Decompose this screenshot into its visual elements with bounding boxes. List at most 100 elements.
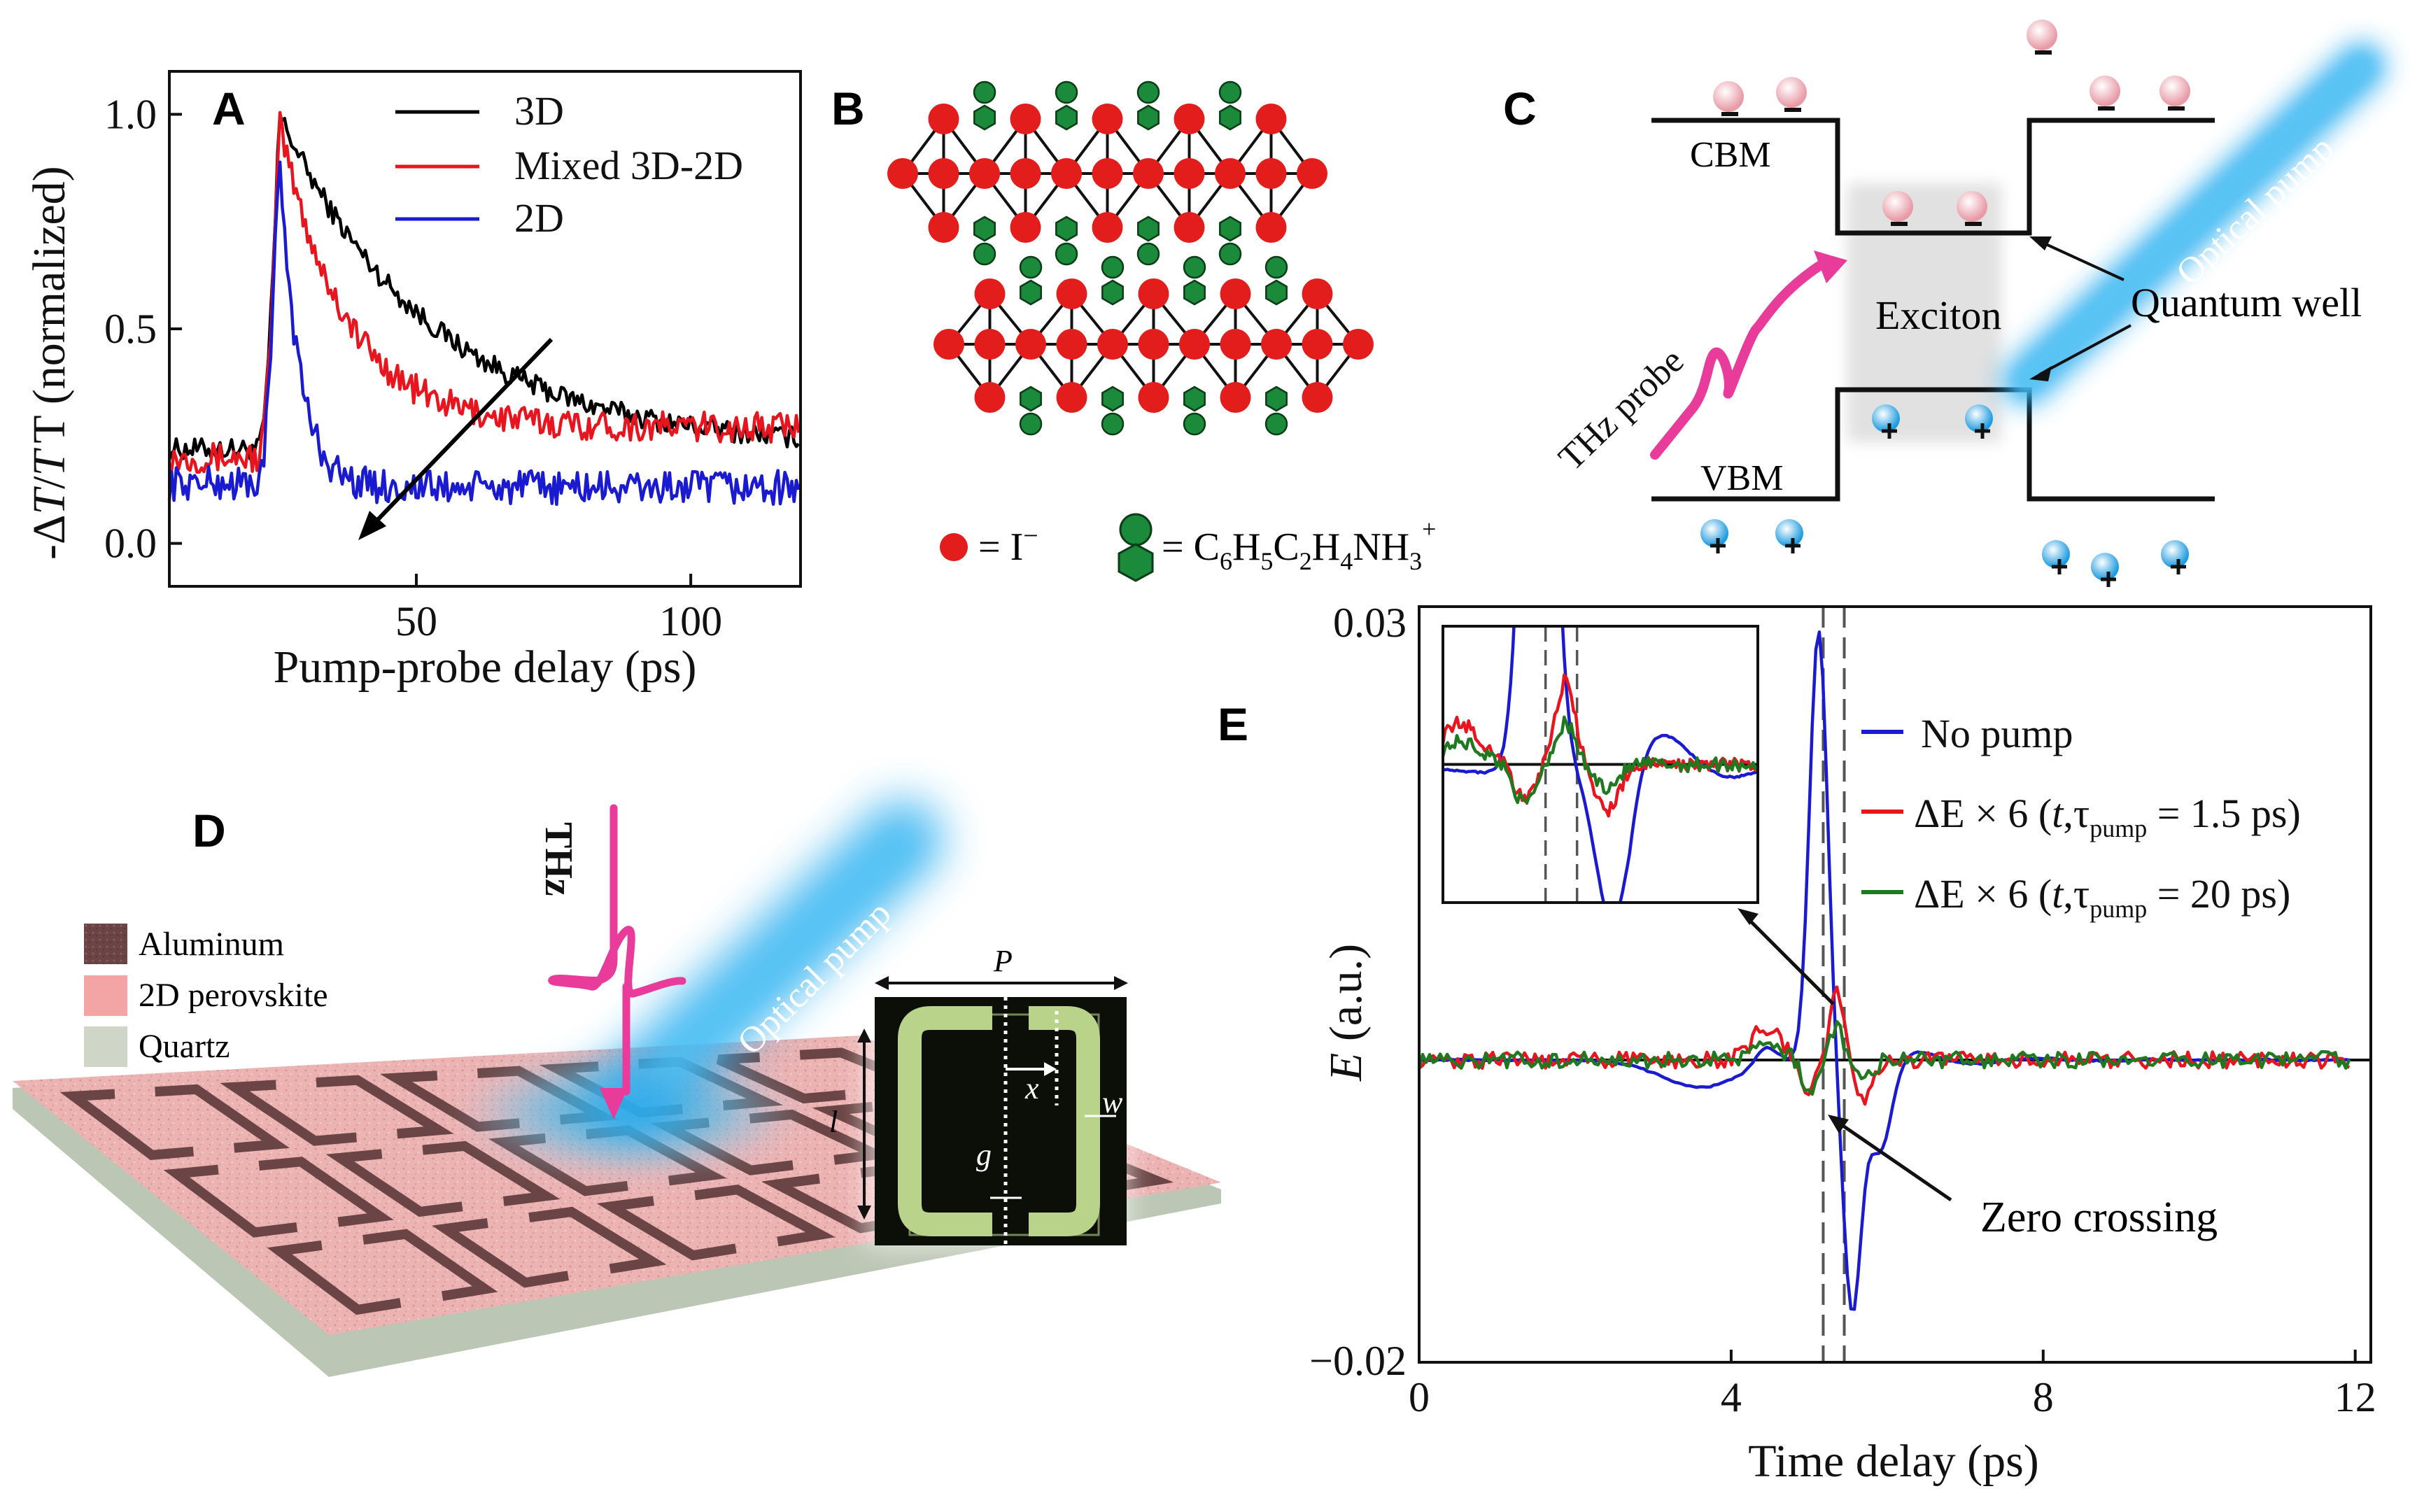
iodide-atom (1179, 329, 1210, 360)
legend-mixed: Mixed 3D-2D (514, 143, 743, 188)
cation-ring (973, 104, 996, 131)
cation-head (1101, 255, 1125, 279)
iodide-atom (1215, 158, 1246, 189)
thz-probe-label: THz probe (1551, 341, 1692, 478)
cation-head (1055, 80, 1078, 104)
iodide-atom (1255, 158, 1287, 189)
cation-ring (973, 216, 996, 242)
zero-crossing-label: Zero crossing (1980, 1194, 2218, 1241)
hole-icon (1775, 519, 1803, 547)
iodide-atom (969, 158, 1000, 189)
iodide-atom (974, 382, 1006, 413)
panel-label-d: D (192, 805, 226, 856)
split-ring-resonator (220, 1080, 357, 1146)
chart-a-xtick-label: 100 (659, 598, 722, 644)
hole-icon (2042, 540, 2070, 568)
split-ring-resonator (316, 1075, 454, 1139)
cation-ring (1101, 279, 1124, 306)
conduction-band-edge (1651, 118, 2215, 236)
inset-series-20ps (1444, 715, 1756, 805)
chart-e-frame (1418, 605, 2372, 1364)
legend-3d: 3D (514, 88, 564, 134)
iodide-atom (1138, 329, 1169, 360)
legend-swatch-aluminum (84, 924, 127, 964)
ytick-top: 0.03 (1333, 600, 1407, 646)
iodide-atom (928, 104, 959, 134)
cation-head (1136, 242, 1160, 266)
cation-ring (1137, 216, 1160, 242)
exciton-label: Exciton (1875, 292, 2001, 338)
cation-ring (1265, 279, 1288, 306)
unit-cell-micrograph: x g w (864, 983, 1130, 1252)
legend-2d: 2D (514, 195, 564, 241)
valence-band-edge (1651, 387, 2215, 502)
chart-a: 50 100 0.0 0.5 1.0 (104, 91, 801, 644)
thz-pulse-arrow (548, 804, 686, 1119)
cation-ring (1020, 279, 1042, 306)
cation-head (1101, 412, 1125, 436)
cation-head (973, 80, 996, 104)
chart-a-xlabel: Pump-probe delay (ps) (274, 642, 697, 693)
iodide-legend: = I− (978, 521, 1038, 569)
cation-head (1218, 242, 1242, 266)
quantum-well-label: Quantum well (2131, 280, 2362, 325)
split-ring-resonator (325, 1149, 463, 1217)
cation-ring (1183, 386, 1206, 412)
panel-c: C CBM VBM Exciton Optical pump Quantum w… (1503, 20, 2386, 587)
carriers (1700, 20, 2190, 587)
panel-label-b: B (831, 83, 865, 134)
iodide-atom (1056, 382, 1087, 413)
cation-head (1264, 412, 1288, 436)
iodide-atom (1302, 278, 1333, 309)
iodide-atom (974, 329, 1006, 360)
cation-ring (1055, 104, 1078, 131)
chart-a-frame (168, 70, 802, 588)
split-ring-resonator (528, 1206, 667, 1274)
panel-label-e: E (1218, 698, 1248, 750)
chart-a-ytick-label: 0.5 (104, 306, 157, 352)
iodide-atom (1220, 278, 1251, 309)
iodide-atom (1092, 104, 1123, 134)
panel-label-c: C (1503, 83, 1537, 134)
split-ring-resonator (362, 1229, 498, 1301)
hole-icon (2161, 540, 2189, 568)
iodide-atom (1174, 212, 1205, 243)
iodide-atom (928, 158, 959, 189)
chart-a-ylabel: -ΔT/TT (normalized) (24, 166, 75, 560)
dim-p: P (993, 944, 1013, 978)
cation-head (1019, 412, 1043, 436)
trend-arrow (367, 337, 554, 530)
dim-g: g (976, 1138, 992, 1172)
zero-crossing-arrow (1835, 1119, 1952, 1202)
cation-head (973, 242, 996, 266)
panel-b: B = I− = C6H5C2H4NH3+ (831, 80, 1436, 582)
chart-e-ylabel: E (a.u.) (1320, 944, 1372, 1082)
cation-ring (1020, 386, 1042, 412)
cation-head (1019, 255, 1043, 279)
iodide-atom (1261, 329, 1292, 360)
legend-perovskite: 2D perovskite (139, 977, 328, 1014)
ytick-bottom: −0.02 (1309, 1338, 1407, 1384)
iodide-atom (1302, 382, 1333, 413)
chart-e-xtick-label: 12 (2334, 1374, 2376, 1420)
chart-e-series-1p5ps (1418, 985, 2351, 1106)
perovskite-layer-top (887, 80, 1327, 266)
cation-icon (1118, 513, 1154, 582)
iodide-atom (1220, 329, 1251, 360)
trend-arrowhead (358, 511, 386, 540)
qw-arrow-bottom (2039, 324, 2131, 376)
split-ring-resonator (59, 1089, 194, 1161)
cbm-label: CBM (1690, 135, 1771, 175)
electron-icon (1776, 77, 1807, 108)
iodide-atom (1138, 278, 1169, 309)
dim-l: l (829, 1105, 838, 1139)
electron-icon (1713, 81, 1744, 112)
chart-a-ytick-label: 1.0 (104, 91, 157, 137)
chart-a-ytick-label: 0.0 (104, 521, 157, 567)
iodide-atom (974, 278, 1006, 309)
exciton-region (1847, 183, 2001, 442)
split-ring-resonator (422, 1140, 561, 1206)
iodide-atom (1343, 329, 1374, 360)
electron-icon (1957, 191, 1987, 222)
